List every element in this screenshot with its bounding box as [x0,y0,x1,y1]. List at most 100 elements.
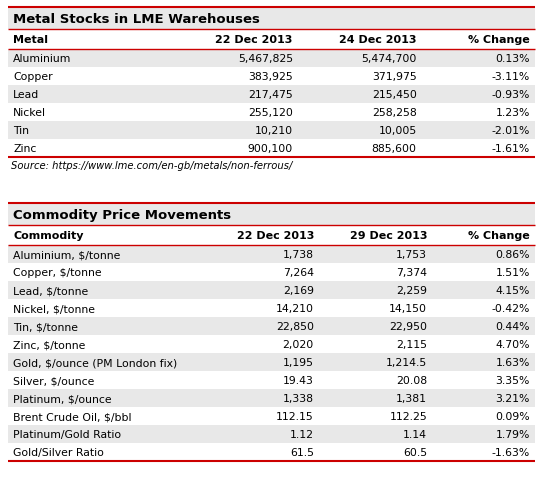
Bar [8,68,535,86]
Text: 2,020: 2,020 [283,339,314,349]
Text: -1.61%: -1.61% [492,144,530,154]
Text: 371,975: 371,975 [372,72,416,82]
Bar [8,226,535,245]
Text: Brent Crude Oil, $/bbl: Brent Crude Oil, $/bbl [13,411,131,421]
Text: 29 Dec 2013: 29 Dec 2013 [350,230,427,241]
Bar [8,122,535,140]
Text: Commodity Price Movements: Commodity Price Movements [13,208,231,221]
Bar [8,371,535,389]
Text: % Change: % Change [468,230,530,241]
Bar [8,30,535,50]
Text: Gold/Silver Ratio: Gold/Silver Ratio [13,447,104,457]
Bar [8,443,535,461]
Bar [8,389,535,407]
Bar [8,86,535,104]
Text: 61.5: 61.5 [290,447,314,457]
Text: 1,214.5: 1,214.5 [386,357,427,367]
Text: Lead: Lead [13,90,39,100]
Text: 60.5: 60.5 [403,447,427,457]
Text: Nickel: Nickel [13,108,46,118]
Text: 0.09%: 0.09% [495,411,530,421]
Text: Tin: Tin [13,126,29,136]
Text: 900,100: 900,100 [248,144,293,154]
Text: Metal Stocks in LME Warehouses: Metal Stocks in LME Warehouses [13,13,260,26]
Text: 10,005: 10,005 [378,126,416,136]
Text: 217,475: 217,475 [248,90,293,100]
Text: -0.42%: -0.42% [491,303,530,313]
Text: -2.01%: -2.01% [491,126,530,136]
Text: 255,120: 255,120 [248,108,293,118]
Text: 1.14: 1.14 [403,429,427,439]
Text: 0.44%: 0.44% [496,321,530,332]
Text: Aluminium, $/tonne: Aluminium, $/tonne [13,249,121,259]
Text: 383,925: 383,925 [248,72,293,82]
Bar [8,407,535,425]
Bar [8,300,535,318]
Bar [8,335,535,353]
Text: % Change: % Change [468,35,530,45]
Text: Silver, $/ounce: Silver, $/ounce [13,375,94,385]
Text: 5,474,700: 5,474,700 [361,54,416,64]
Text: Platinum, $/ounce: Platinum, $/ounce [13,393,112,403]
Bar [8,318,535,335]
Text: 7,374: 7,374 [396,268,427,277]
Text: 112.15: 112.15 [276,411,314,421]
Bar [8,50,535,68]
Text: 14,210: 14,210 [276,303,314,313]
Text: 1,738: 1,738 [283,249,314,259]
Text: 2,259: 2,259 [396,286,427,295]
Text: 112.25: 112.25 [389,411,427,421]
Text: 0.13%: 0.13% [496,54,530,64]
Bar [8,263,535,281]
Text: 24 Dec 2013: 24 Dec 2013 [339,35,416,45]
Text: 0.86%: 0.86% [496,249,530,259]
Text: Copper: Copper [13,72,53,82]
Text: Commodity: Commodity [13,230,84,241]
Text: 7,264: 7,264 [283,268,314,277]
Bar [8,204,535,226]
Text: 19.43: 19.43 [283,375,314,385]
Text: Nickel, $/tonne: Nickel, $/tonne [13,303,95,313]
Text: Zinc: Zinc [13,144,36,154]
Text: 1,753: 1,753 [396,249,427,259]
Text: 4.15%: 4.15% [496,286,530,295]
Text: Copper, $/tonne: Copper, $/tonne [13,268,102,277]
Text: 1,195: 1,195 [283,357,314,367]
Text: -0.93%: -0.93% [491,90,530,100]
Text: Tin, $/tonne: Tin, $/tonne [13,321,78,332]
Text: 20.08: 20.08 [396,375,427,385]
Text: 22,850: 22,850 [276,321,314,332]
Bar [8,281,535,300]
Text: 1.12: 1.12 [290,429,314,439]
Bar [8,140,535,158]
Text: Zinc, $/tonne: Zinc, $/tonne [13,339,85,349]
Text: 3.21%: 3.21% [496,393,530,403]
Text: 1.51%: 1.51% [496,268,530,277]
Bar [8,245,535,263]
Text: Gold, $/ounce (PM London fix): Gold, $/ounce (PM London fix) [13,357,177,367]
Text: 1,381: 1,381 [396,393,427,403]
Bar [8,425,535,443]
Text: 2,169: 2,169 [283,286,314,295]
Text: 2,115: 2,115 [396,339,427,349]
Text: 215,450: 215,450 [372,90,416,100]
Text: 14,150: 14,150 [389,303,427,313]
Text: 1,338: 1,338 [283,393,314,403]
Text: Lead, $/tonne: Lead, $/tonne [13,286,89,295]
Text: Aluminium: Aluminium [13,54,71,64]
Text: Source: https://www.lme.com/en-gb/metals/non-ferrous/: Source: https://www.lme.com/en-gb/metals… [11,161,292,171]
Text: 3.35%: 3.35% [496,375,530,385]
Text: Platinum/Gold Ratio: Platinum/Gold Ratio [13,429,121,439]
Text: 885,600: 885,600 [372,144,416,154]
Text: 1.23%: 1.23% [496,108,530,118]
Text: -3.11%: -3.11% [492,72,530,82]
Bar [8,8,535,30]
Text: 1.63%: 1.63% [496,357,530,367]
Text: 5,467,825: 5,467,825 [238,54,293,64]
Text: 22 Dec 2013: 22 Dec 2013 [237,230,314,241]
Bar [8,353,535,371]
Text: -1.63%: -1.63% [492,447,530,457]
Text: 22,950: 22,950 [389,321,427,332]
Text: Metal: Metal [13,35,48,45]
Bar [8,104,535,122]
